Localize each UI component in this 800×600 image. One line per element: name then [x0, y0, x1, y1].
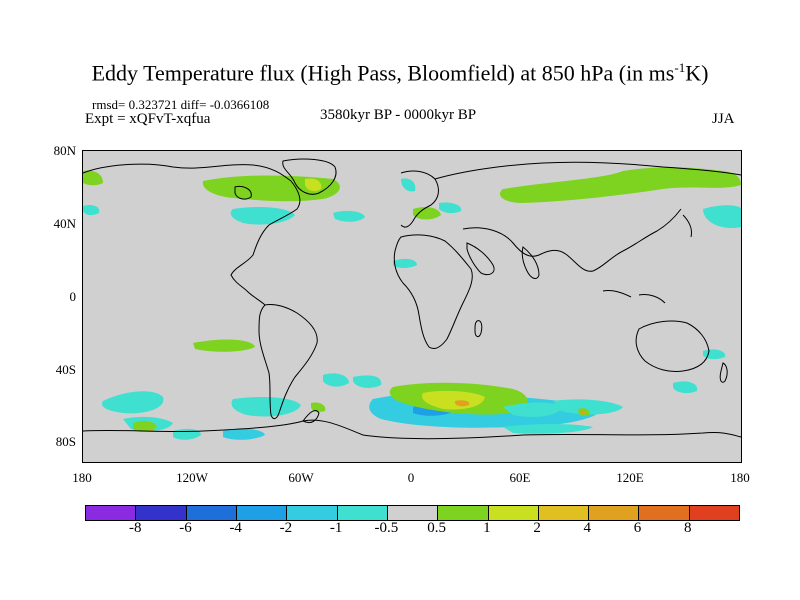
colorbar-label-6: 0.5: [427, 520, 446, 536]
lat-label-80n: 80N: [53, 143, 76, 158]
colorbar-box-9: [538, 506, 590, 520]
colorbar-box-11: [639, 506, 690, 520]
colorbar-box-8: [488, 506, 539, 520]
anomaly-yellow-greenland: [305, 178, 322, 192]
anomaly-blue-ross: [223, 428, 265, 440]
colorbar-label-0: -8: [128, 520, 142, 536]
coast-asia-south: [462, 208, 682, 272]
colorbar-box-6: [387, 506, 439, 520]
experiment-label: Expt = xQFvT-xqfua: [85, 111, 211, 127]
world-map: [82, 150, 742, 463]
anomaly-cyan-pacific-ne: [703, 205, 741, 229]
anomaly-cyan-s-america: [323, 373, 349, 387]
coast-antarctic-peninsula: [302, 410, 320, 424]
coast-india: [521, 246, 540, 279]
colorbar-label-8: 2: [533, 520, 541, 536]
anomaly-cyan-europe: [439, 202, 462, 214]
coast-antarctica: [83, 419, 741, 440]
anomaly-orange-indian-e: [580, 410, 586, 415]
anomaly-cyan-antarctic: [503, 424, 593, 434]
coast-south-america: [258, 304, 318, 420]
anomaly-cyan-s-atlantic-w: [231, 397, 301, 417]
lon-label-180w: 180: [72, 470, 92, 485]
lon-label-0: 0: [407, 470, 415, 485]
anomaly-cyan-scandinavia: [401, 178, 416, 192]
lat-label-40s: 40S: [55, 362, 76, 377]
anomaly-green-s-america: [311, 402, 326, 412]
coast-australia: [635, 320, 710, 372]
anomaly-orange-southern-ocean: [455, 400, 470, 407]
anomaly-green-antarctic-w: [133, 420, 157, 432]
anomaly-cyan-atlantic: [333, 210, 365, 222]
anomaly-cyan-pacific-mid: [393, 258, 417, 268]
coast-north-america: [83, 163, 301, 306]
coast-madagascar: [474, 320, 483, 338]
lon-label-60w: 60W: [288, 470, 314, 485]
colorbar-label-4: -1: [329, 520, 343, 536]
colorbar-box-1: [136, 506, 187, 520]
lon-label-60e: 60E: [509, 470, 531, 485]
coastlines: [83, 158, 741, 440]
coast-indonesia: [602, 290, 666, 304]
title-unit: K): [685, 60, 709, 86]
season-label: JJA: [712, 111, 735, 127]
anomaly-cyan-indian: [503, 402, 563, 417]
colorbar-box-7: [438, 506, 489, 520]
colorbar-label-10: 6: [633, 520, 642, 536]
anomaly-green-s-pacific: [193, 339, 255, 352]
colorbar-label-3: -2: [279, 520, 293, 536]
title-superscript: -1: [674, 60, 686, 75]
coast-asia: [434, 161, 741, 180]
coast-hudson-bay: [234, 186, 252, 200]
colorbar-box-5: [337, 506, 388, 520]
title-text: Eddy Temperature flux (High Pass, Bloomf…: [91, 60, 675, 86]
colorbar-label-2: -4: [229, 520, 242, 536]
colorbar-label-9: 4: [583, 520, 592, 536]
anomaly-cyan-australia-s: [673, 381, 698, 394]
lon-label-180e: 180: [730, 470, 750, 485]
coast-africa: [393, 234, 473, 350]
lon-label-120w: 120W: [176, 470, 208, 485]
colorbar-box-4: [287, 506, 338, 520]
lon-label-120e: 120E: [616, 470, 644, 485]
colorbar-label-1: -6: [179, 520, 192, 536]
coast-greenland: [282, 158, 337, 195]
coast-europe: [400, 170, 439, 228]
anomaly-cyan-indian-e: [553, 399, 623, 415]
anomaly-cyan-s-atlantic: [353, 375, 382, 388]
period-label: 3580kyr BP - 0000kyr BP: [320, 107, 477, 123]
anomaly-green-alaska: [83, 170, 103, 186]
coast-new-zealand: [719, 362, 728, 383]
anomaly-green-asia: [499, 167, 741, 203]
lat-label-0: 0: [69, 289, 77, 304]
anomaly-yellow-southern-ocean: [421, 390, 485, 410]
colorbar-box-0: [86, 506, 137, 520]
colorbar: [85, 505, 740, 521]
plot-title: Eddy Temperature flux (High Pass, Bloomf…: [0, 60, 800, 86]
anomaly-cyan-s-pacific: [101, 391, 164, 414]
rmsd-stat: rmsd= 0.323721 diff= -0.0366108: [92, 97, 270, 112]
colorbar-label-7: 1: [483, 520, 491, 536]
anomaly-cyan-pacific-n: [230, 207, 295, 225]
colorbar-label-5: -0.5: [374, 520, 399, 536]
colorbar-box-2: [186, 506, 237, 520]
coast-japan: [682, 214, 692, 238]
anomaly-fields: [83, 167, 741, 440]
colorbar-box-3: [236, 506, 288, 520]
map-svg: [83, 158, 741, 440]
anomaly-cyan-ross: [173, 428, 201, 440]
lat-label-80s: 80S: [55, 434, 76, 449]
colorbar-label-11: 8: [684, 520, 692, 536]
coast-arabia: [466, 242, 495, 276]
lat-label-40n: 40N: [53, 216, 76, 231]
colorbar-box-10: [589, 506, 640, 520]
anomaly-cyan-alaska: [83, 204, 100, 216]
colorbar-box-12: [689, 506, 740, 520]
anomaly-green-europe: [413, 207, 441, 220]
